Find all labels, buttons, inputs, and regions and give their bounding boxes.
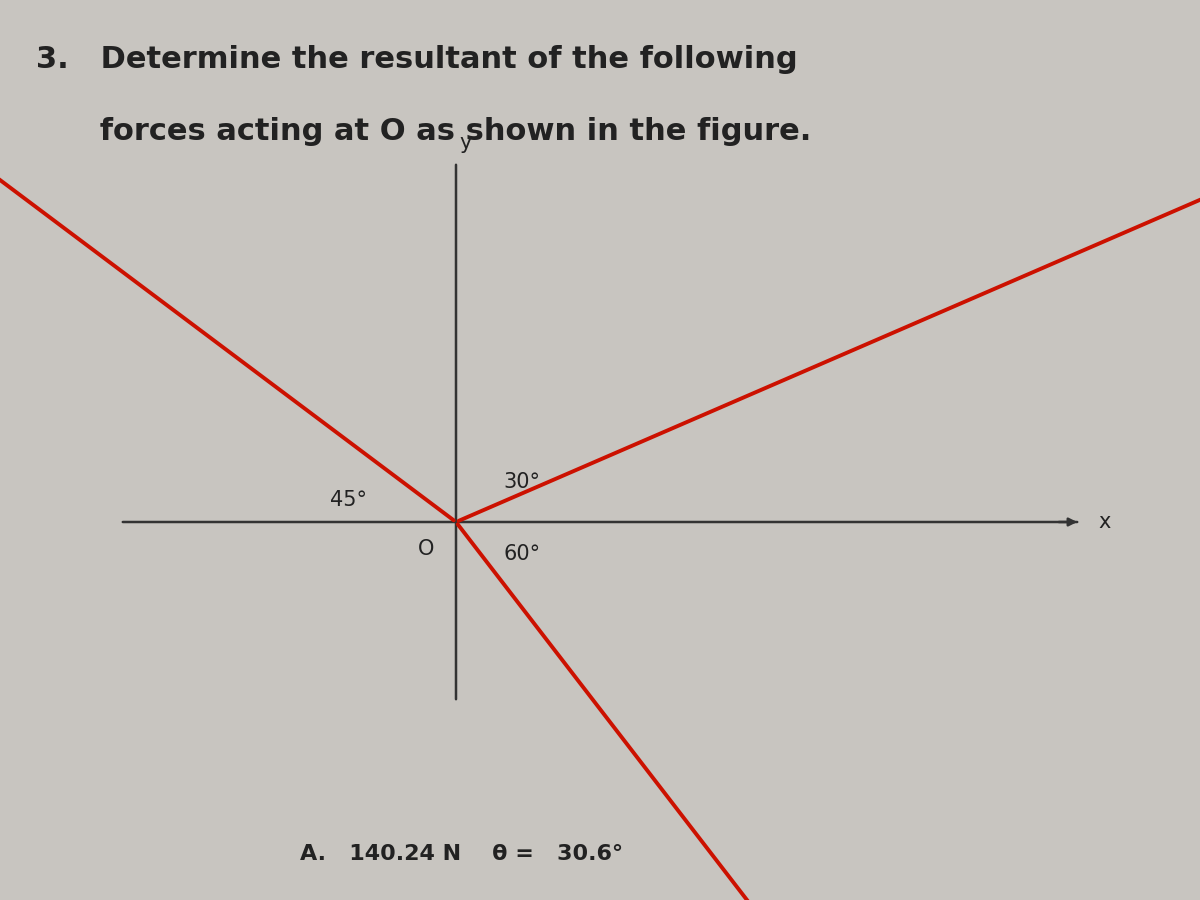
Text: O: O xyxy=(418,539,434,559)
Text: forces acting at O as shown in the figure.: forces acting at O as shown in the figur… xyxy=(36,117,811,146)
Text: 3.   Determine the resultant of the following: 3. Determine the resultant of the follow… xyxy=(36,45,798,74)
Text: x: x xyxy=(1098,512,1110,532)
Text: 60°: 60° xyxy=(504,544,540,563)
Text: 45°: 45° xyxy=(330,490,366,509)
Text: y: y xyxy=(460,133,472,153)
Text: 30°: 30° xyxy=(504,472,540,491)
Text: A.   140.24 N    θ =   30.6°: A. 140.24 N θ = 30.6° xyxy=(300,844,623,864)
